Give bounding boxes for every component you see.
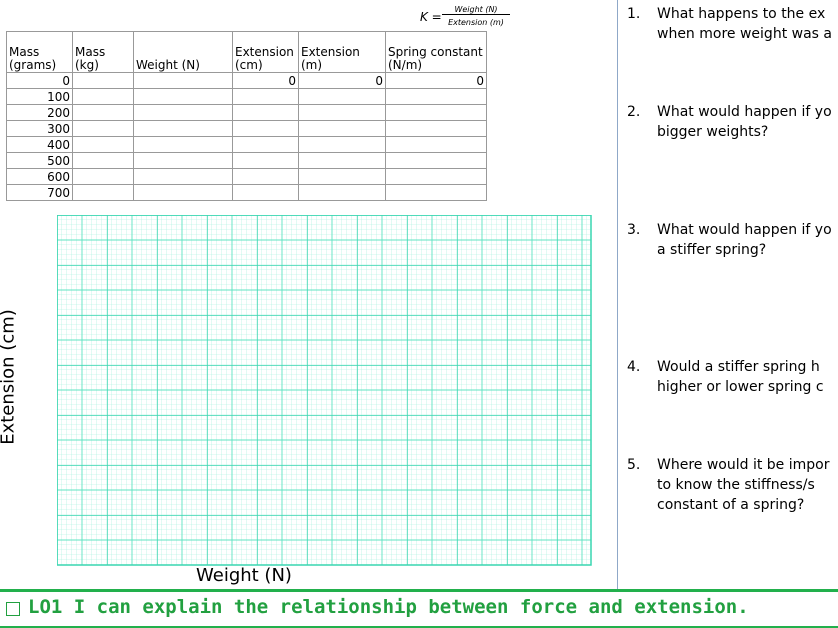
cell: 400	[6, 136, 73, 153]
learning-objective: LO1 I can explain the relationship betwe…	[28, 596, 749, 618]
cell	[385, 104, 487, 121]
question-text: constant of a spring?	[657, 497, 805, 513]
header-cell: Spring constant (N/m)	[385, 31, 487, 73]
cell: 0	[6, 72, 73, 89]
cell	[133, 168, 233, 185]
footer-rule	[0, 589, 838, 592]
cell	[232, 168, 299, 185]
question-text: What would happen if yo	[657, 222, 832, 238]
cell: 0	[385, 72, 487, 89]
cell: 0	[232, 72, 299, 89]
cell	[72, 104, 134, 121]
data-row: 500	[6, 152, 487, 169]
cell: 500	[6, 152, 73, 169]
question-text: to know the stiffness/s	[657, 477, 815, 493]
data-row: 600	[6, 168, 487, 185]
cell	[232, 136, 299, 153]
question-text: What would happen if yo	[657, 104, 832, 120]
checkbox-icon	[6, 602, 20, 616]
cell	[232, 120, 299, 137]
cell	[72, 120, 134, 137]
cell	[385, 152, 487, 169]
data-row: 700	[6, 184, 487, 201]
question-text: What happens to the ex	[657, 6, 826, 22]
header-cell: Weight (N)	[133, 31, 233, 73]
header-cell: Mass (grams)	[6, 31, 73, 73]
divider	[617, 0, 618, 590]
cell	[133, 184, 233, 201]
cell	[72, 88, 134, 105]
data-row: 200	[6, 104, 487, 121]
cell	[385, 168, 487, 185]
question-text: higher or lower spring c	[657, 379, 824, 395]
cell: 300	[6, 120, 73, 137]
question-text: Would a stiffer spring h	[657, 359, 820, 375]
header-row: Mass (grams) Mass (kg) Weight (N) Extension…	[6, 31, 487, 73]
cell	[298, 152, 386, 169]
header-cell: Mass (kg)	[72, 31, 134, 73]
question-number: 3.	[627, 222, 641, 238]
graph-paper	[57, 215, 592, 566]
results-table: Mass (grams) Mass (kg) Weight (N) Extension…	[6, 31, 487, 201]
formula-lhs: K =	[420, 10, 442, 24]
formula-numerator: Weight (N)	[442, 5, 510, 15]
question-number: 1.	[627, 6, 641, 22]
header-cell: Extension (cm)	[232, 31, 299, 73]
question-text: Where would it be impor	[657, 457, 830, 473]
cell	[72, 184, 134, 201]
cell	[385, 184, 487, 201]
cell	[298, 120, 386, 137]
cell	[298, 88, 386, 105]
cell	[298, 104, 386, 121]
data-row: 100	[6, 88, 487, 105]
table-body: Mass (grams) Mass (kg) Weight (N) Extension…	[6, 31, 487, 201]
cell	[133, 72, 233, 89]
footer-rule	[0, 626, 838, 628]
cell	[385, 88, 487, 105]
cell	[298, 168, 386, 185]
cell	[232, 184, 299, 201]
cell	[72, 152, 134, 169]
question-text: when more weight was a	[657, 26, 832, 42]
cell: 0	[298, 72, 386, 89]
header-cell: Extension (m)	[298, 31, 386, 73]
cell	[133, 104, 233, 121]
cell: 700	[6, 184, 73, 201]
grid	[57, 215, 592, 566]
cell	[72, 168, 134, 185]
y-axis-label: Extension (cm)	[0, 309, 19, 445]
cell: 600	[6, 168, 73, 185]
cell	[232, 88, 299, 105]
cell: 200	[6, 104, 73, 121]
question-text: bigger weights?	[657, 124, 769, 140]
question-number: 2.	[627, 104, 641, 120]
cell	[232, 152, 299, 169]
question-number: 4.	[627, 359, 641, 375]
x-axis-label: Weight (N)	[196, 565, 292, 586]
cell	[298, 136, 386, 153]
cell	[385, 136, 487, 153]
cell	[72, 136, 134, 153]
cell	[298, 184, 386, 201]
data-row: 400	[6, 136, 487, 153]
cell	[133, 152, 233, 169]
formula-denominator: Extension (m)	[448, 18, 504, 27]
cell	[133, 136, 233, 153]
cell	[72, 72, 134, 89]
cell: 100	[6, 88, 73, 105]
data-row: 300	[6, 120, 487, 137]
question-text: a stiffer spring?	[657, 242, 767, 258]
cell	[133, 88, 233, 105]
cell	[133, 120, 233, 137]
question-number: 5.	[627, 457, 641, 473]
cell	[385, 120, 487, 137]
cell	[232, 104, 299, 121]
